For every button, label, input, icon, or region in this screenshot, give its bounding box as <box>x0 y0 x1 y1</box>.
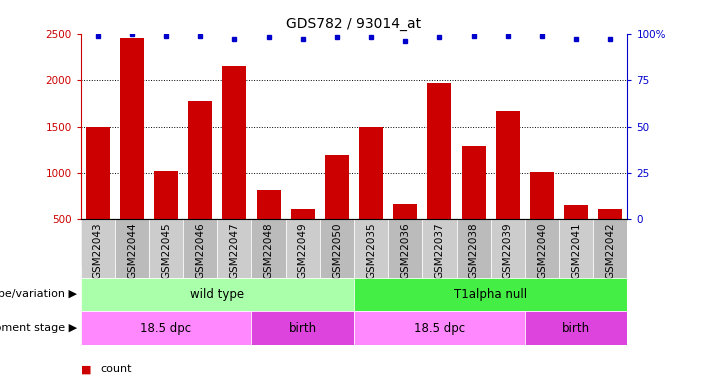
Bar <box>354 311 525 345</box>
Bar <box>120 38 144 266</box>
Bar <box>257 190 280 266</box>
Text: GSM22046: GSM22046 <box>195 222 205 279</box>
Bar <box>115 219 149 278</box>
Bar <box>222 66 246 266</box>
Bar <box>320 219 354 266</box>
Text: GSM22041: GSM22041 <box>571 222 581 279</box>
Bar <box>320 219 354 278</box>
Bar <box>354 219 388 278</box>
Bar <box>530 172 554 266</box>
Bar <box>496 111 519 266</box>
Bar <box>462 146 486 266</box>
Bar <box>388 219 422 266</box>
Bar <box>593 219 627 266</box>
Bar <box>286 219 320 266</box>
Text: birth: birth <box>562 322 590 334</box>
Bar <box>149 219 183 266</box>
Text: GSM22048: GSM22048 <box>264 222 273 279</box>
Bar <box>183 219 217 278</box>
Bar <box>491 219 525 278</box>
Bar <box>525 219 559 278</box>
Text: GSM22042: GSM22042 <box>605 222 615 279</box>
Text: T1alpha null: T1alpha null <box>454 288 527 301</box>
Bar <box>525 219 559 266</box>
Bar <box>325 155 349 266</box>
Text: GSM22036: GSM22036 <box>400 222 410 279</box>
Bar <box>491 219 525 266</box>
Bar <box>189 100 212 266</box>
Bar <box>564 204 588 266</box>
Bar <box>81 219 115 266</box>
Text: birth: birth <box>289 322 317 334</box>
Bar <box>388 219 422 278</box>
Text: GSM22040: GSM22040 <box>537 222 547 279</box>
Bar <box>422 219 456 266</box>
Text: development stage ▶: development stage ▶ <box>0 323 77 333</box>
Bar <box>217 219 252 278</box>
Bar <box>359 127 383 266</box>
Bar <box>291 209 315 266</box>
Bar <box>154 171 178 266</box>
Bar <box>149 219 183 278</box>
Bar <box>81 278 354 311</box>
Bar <box>115 219 149 266</box>
Text: GSM22037: GSM22037 <box>435 222 444 279</box>
Bar <box>525 311 627 345</box>
Text: GSM22038: GSM22038 <box>468 222 479 279</box>
Bar <box>86 127 109 266</box>
Text: wild type: wild type <box>190 288 245 301</box>
Bar <box>354 278 627 311</box>
Text: genotype/variation ▶: genotype/variation ▶ <box>0 290 77 299</box>
Bar <box>81 311 252 345</box>
Text: 18.5 dpc: 18.5 dpc <box>414 322 465 334</box>
Bar <box>456 219 491 266</box>
Text: GSM22039: GSM22039 <box>503 222 513 279</box>
Bar <box>428 83 451 266</box>
Text: GSM22044: GSM22044 <box>127 222 137 279</box>
Bar <box>593 219 627 278</box>
Bar <box>286 219 320 278</box>
Text: GSM22047: GSM22047 <box>229 222 240 279</box>
Bar <box>559 219 593 278</box>
Text: 18.5 dpc: 18.5 dpc <box>140 322 191 334</box>
Text: GSM22035: GSM22035 <box>366 222 376 279</box>
Bar <box>456 219 491 278</box>
Text: ■: ■ <box>81 364 95 374</box>
Title: GDS782 / 93014_at: GDS782 / 93014_at <box>287 17 421 32</box>
Text: GSM22045: GSM22045 <box>161 222 171 279</box>
Text: GSM22043: GSM22043 <box>93 222 103 279</box>
Bar <box>252 311 354 345</box>
Bar <box>81 219 115 278</box>
Bar <box>183 219 217 266</box>
Bar <box>252 219 286 278</box>
Bar <box>252 219 286 266</box>
Bar <box>354 219 388 266</box>
Bar <box>217 219 252 266</box>
Bar <box>599 209 622 266</box>
Text: count: count <box>100 364 132 374</box>
Text: GSM22050: GSM22050 <box>332 222 342 279</box>
Bar <box>393 204 417 266</box>
Bar <box>559 219 593 266</box>
Text: GSM22049: GSM22049 <box>298 222 308 279</box>
Bar <box>422 219 456 278</box>
